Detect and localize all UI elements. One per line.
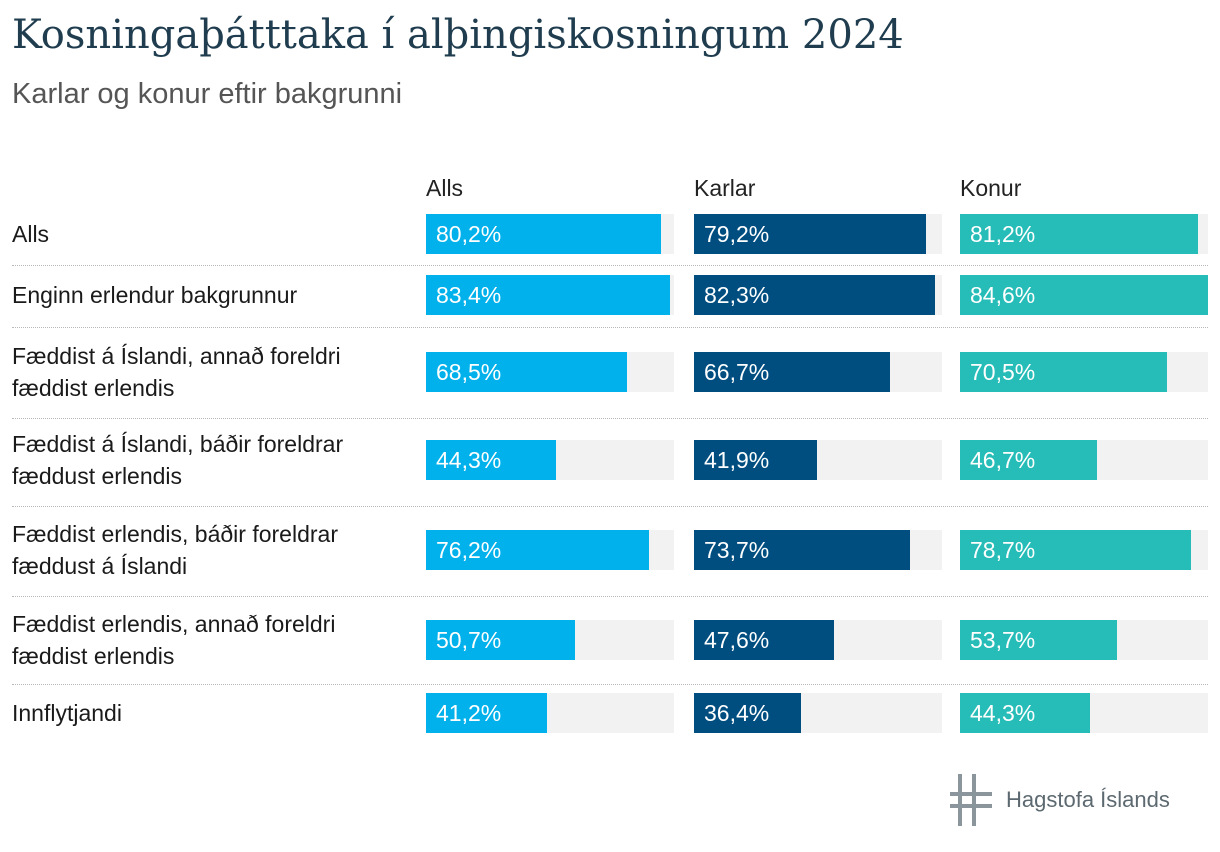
data-label: 68,5% xyxy=(436,359,502,385)
row-separator xyxy=(12,506,1208,507)
data-label: 81,2% xyxy=(970,221,1036,247)
bar-track: 83,4% xyxy=(426,275,674,315)
bar-track: 66,7% xyxy=(694,352,942,392)
bar-karlar: 79,2% xyxy=(694,214,926,254)
category-label: Fæddist á Íslandi, annað foreldri fæddis… xyxy=(12,343,341,401)
data-label: 83,4% xyxy=(436,282,502,308)
data-label: 41,2% xyxy=(436,700,502,726)
bar-alls: 76,2% xyxy=(426,530,649,570)
bar-karlar: 73,7% xyxy=(694,530,910,570)
bar-track: 80,2% xyxy=(426,214,674,254)
category-label: Fæddist á Íslandi, báðir foreldrar fæddu… xyxy=(12,431,344,489)
bar-konur: 70,5% xyxy=(960,352,1167,392)
bar-track: 46,7% xyxy=(960,440,1208,480)
bar-konur: 46,7% xyxy=(960,440,1097,480)
column-header-alls: Alls xyxy=(426,175,464,201)
category-label: Alls xyxy=(12,221,50,247)
bar-track: 53,7% xyxy=(960,620,1208,660)
bar-karlar: 41,9% xyxy=(694,440,817,480)
data-label: 41,9% xyxy=(704,447,770,473)
bar-track: 41,9% xyxy=(694,440,942,480)
chart-subtitle: Karlar og konur eftir bakgrunni xyxy=(12,78,403,110)
bar-alls: 68,5% xyxy=(426,352,627,392)
bar-track: 50,7% xyxy=(426,620,674,660)
row-separator xyxy=(12,265,1208,266)
bar-alls: 83,4% xyxy=(426,275,670,315)
data-label: 44,3% xyxy=(436,447,502,473)
bar-karlar: 66,7% xyxy=(694,352,890,392)
bar-alls: 44,3% xyxy=(426,440,556,480)
row-separator xyxy=(12,418,1208,419)
category-label: Fæddist erlendis, annað foreldri fæddist… xyxy=(12,611,336,669)
bar-konur: 44,3% xyxy=(960,693,1090,733)
row-separator xyxy=(12,596,1208,597)
bar-karlar: 82,3% xyxy=(694,275,935,315)
bar-konur: 78,7% xyxy=(960,530,1191,570)
bar-track: 81,2% xyxy=(960,214,1208,254)
bar-track: 82,3% xyxy=(694,275,942,315)
bar-karlar: 36,4% xyxy=(694,693,801,733)
bar-track: 84,6% xyxy=(960,275,1208,315)
data-label: 76,2% xyxy=(436,537,502,563)
hagstofa-logo: Hagstofa Íslands xyxy=(950,772,1170,828)
data-label: 79,2% xyxy=(704,221,770,247)
logo-text: Hagstofa Íslands xyxy=(1006,787,1170,812)
data-label: 47,6% xyxy=(704,627,770,653)
data-label: 82,3% xyxy=(704,282,770,308)
chart-title: Kosningaþátttaka í alþingiskosningum 202… xyxy=(12,12,904,58)
bar-track: 78,7% xyxy=(960,530,1208,570)
category-label: Enginn erlendur bakgrunnur xyxy=(12,282,298,308)
data-label: 70,5% xyxy=(970,359,1036,385)
data-label: 78,7% xyxy=(970,537,1036,563)
row-separator xyxy=(12,684,1208,685)
bar-track: 68,5% xyxy=(426,352,674,392)
bar-alls: 50,7% xyxy=(426,620,575,660)
bar-track: 36,4% xyxy=(694,693,942,733)
data-label: 36,4% xyxy=(704,700,770,726)
bar-track: 44,3% xyxy=(426,440,674,480)
data-label: 50,7% xyxy=(436,627,502,653)
bar-alls: 41,2% xyxy=(426,693,547,733)
bar-track: 73,7% xyxy=(694,530,942,570)
bar-track: 44,3% xyxy=(960,693,1208,733)
column-header-konur: Konur xyxy=(960,175,1022,201)
bar-konur: 84,6% xyxy=(960,275,1208,315)
bar-karlar: 47,6% xyxy=(694,620,834,660)
bar-track: 79,2% xyxy=(694,214,942,254)
bar-track: 41,2% xyxy=(426,693,674,733)
data-label: 66,7% xyxy=(704,359,770,385)
data-label: 73,7% xyxy=(704,537,770,563)
data-label: 44,3% xyxy=(970,700,1036,726)
hagstofa-logo-icon xyxy=(950,774,992,826)
data-label: 84,6% xyxy=(970,282,1036,308)
data-label: 53,7% xyxy=(970,627,1036,653)
bar-konur: 53,7% xyxy=(960,620,1117,660)
bar-konur: 81,2% xyxy=(960,214,1198,254)
bar-alls: 80,2% xyxy=(426,214,661,254)
bar-track: 70,5% xyxy=(960,352,1208,392)
bar-track: 47,6% xyxy=(694,620,942,660)
row-separator xyxy=(12,327,1208,328)
column-header-karlar: Karlar xyxy=(694,175,756,201)
category-label: Innflytjandi xyxy=(12,700,122,726)
category-label: Fæddist erlendis, báðir foreldrar fæddus… xyxy=(12,521,338,579)
data-label: 46,7% xyxy=(970,447,1036,473)
bar-track: 76,2% xyxy=(426,530,674,570)
data-label: 80,2% xyxy=(436,221,502,247)
